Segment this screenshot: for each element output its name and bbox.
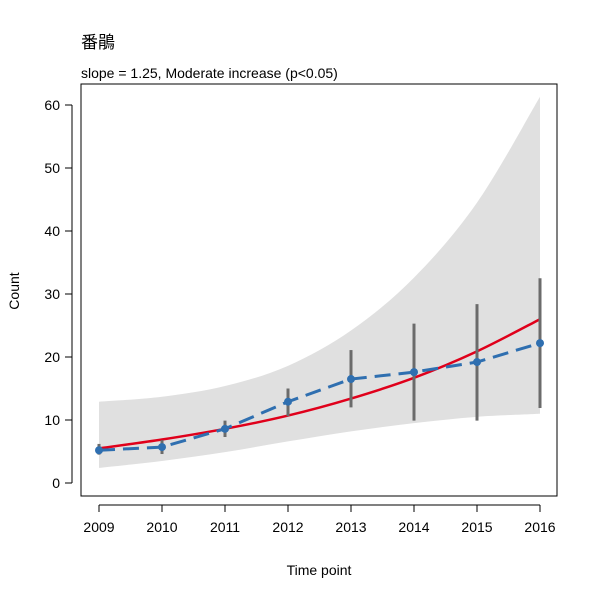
y-axis: 0 10 20 30 40 50 60	[44, 97, 73, 491]
data-point-2013	[347, 375, 355, 384]
chart-title: 番鵑	[81, 33, 115, 52]
x-axis-label: Time point	[287, 562, 352, 578]
data-point-2016	[536, 339, 544, 348]
fitted-trend-layer	[98, 318, 541, 450]
confidence-band	[99, 96, 540, 468]
y-tick-label-60: 60	[44, 97, 60, 113]
data-point-2009	[95, 446, 103, 455]
observed-series-layer	[95, 339, 544, 455]
data-point-2011	[221, 424, 229, 433]
fitted-trend-line	[98, 318, 541, 450]
plot-frame	[80, 83, 558, 497]
x-tick-label-2011: 2011	[210, 519, 240, 535]
confidence-band-layer	[99, 96, 540, 468]
data-point-2012	[284, 397, 292, 406]
y-tick-label-0: 0	[52, 475, 60, 491]
observed-series-line	[98, 341, 541, 452]
y-axis-label: Count	[6, 272, 22, 309]
data-point-2014	[410, 368, 418, 377]
x-tick-label-2014: 2014	[398, 519, 429, 535]
y-tick-label-40: 40	[44, 223, 60, 239]
y-tick-label-20: 20	[44, 349, 60, 365]
x-axis: 2009 2010 2011 2012 2013 2014 2015 2016	[83, 504, 556, 535]
x-tick-label-2015: 2015	[461, 519, 492, 535]
x-tick-label-2013: 2013	[335, 519, 366, 535]
x-tick-label-2016: 2016	[524, 519, 555, 535]
x-tick-label-2010: 2010	[146, 519, 177, 535]
data-point-2015	[473, 358, 481, 367]
y-tick-label-50: 50	[44, 160, 60, 176]
y-tick-label-30: 30	[44, 286, 60, 302]
x-tick-label-2012: 2012	[272, 519, 303, 535]
y-tick-label-10: 10	[44, 412, 60, 428]
data-point-2010	[158, 443, 166, 452]
x-tick-label-2009: 2009	[83, 519, 114, 535]
chart-subtitle: slope = 1.25, Moderate increase (p<0.05)	[81, 65, 338, 81]
